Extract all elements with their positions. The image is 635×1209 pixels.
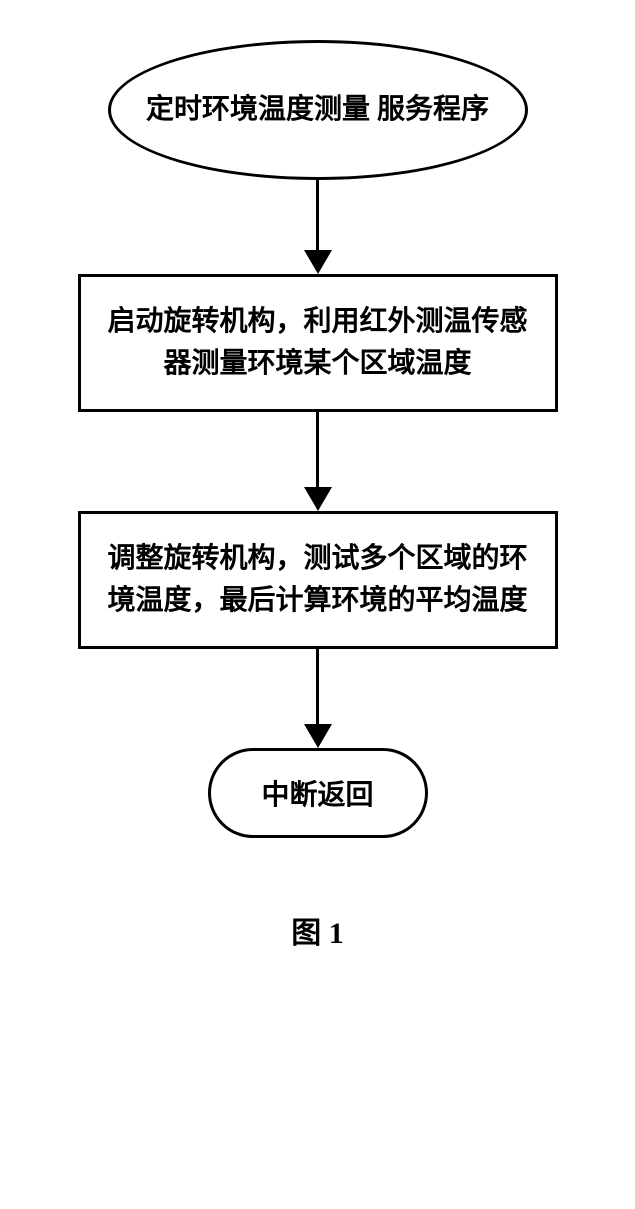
arrow-3-line	[316, 649, 319, 724]
end-node-text: 中断返回	[261, 773, 373, 813]
figure-label: 图 1	[291, 908, 344, 952]
arrow-3	[304, 649, 332, 748]
arrow-1-head	[304, 250, 332, 274]
start-node: 定时环境温度测量 服务程序	[108, 40, 528, 180]
arrow-2-line	[316, 412, 319, 487]
step1-node: 启动旋转机构，利用红外测温传感器测量环境某个区域温度	[78, 274, 558, 412]
arrow-1	[304, 180, 332, 274]
arrow-3-head	[304, 724, 332, 748]
step2-node: 调整旋转机构，测试多个区域的环境温度，最后计算环境的平均温度	[78, 511, 558, 649]
start-node-text: 定时环境温度测量 服务程序	[146, 90, 489, 129]
step2-text: 调整旋转机构，测试多个区域的环境温度，最后计算环境的平均温度	[107, 543, 527, 616]
step1-text: 启动旋转机构，利用红外测温传感器测量环境某个区域温度	[107, 306, 527, 379]
flowchart-container: 定时环境温度测量 服务程序 启动旋转机构，利用红外测温传感器测量环境某个区域温度…	[78, 40, 558, 952]
arrow-2	[304, 412, 332, 511]
arrow-2-head	[304, 487, 332, 511]
end-node: 中断返回	[208, 748, 428, 838]
arrow-1-line	[316, 180, 319, 250]
